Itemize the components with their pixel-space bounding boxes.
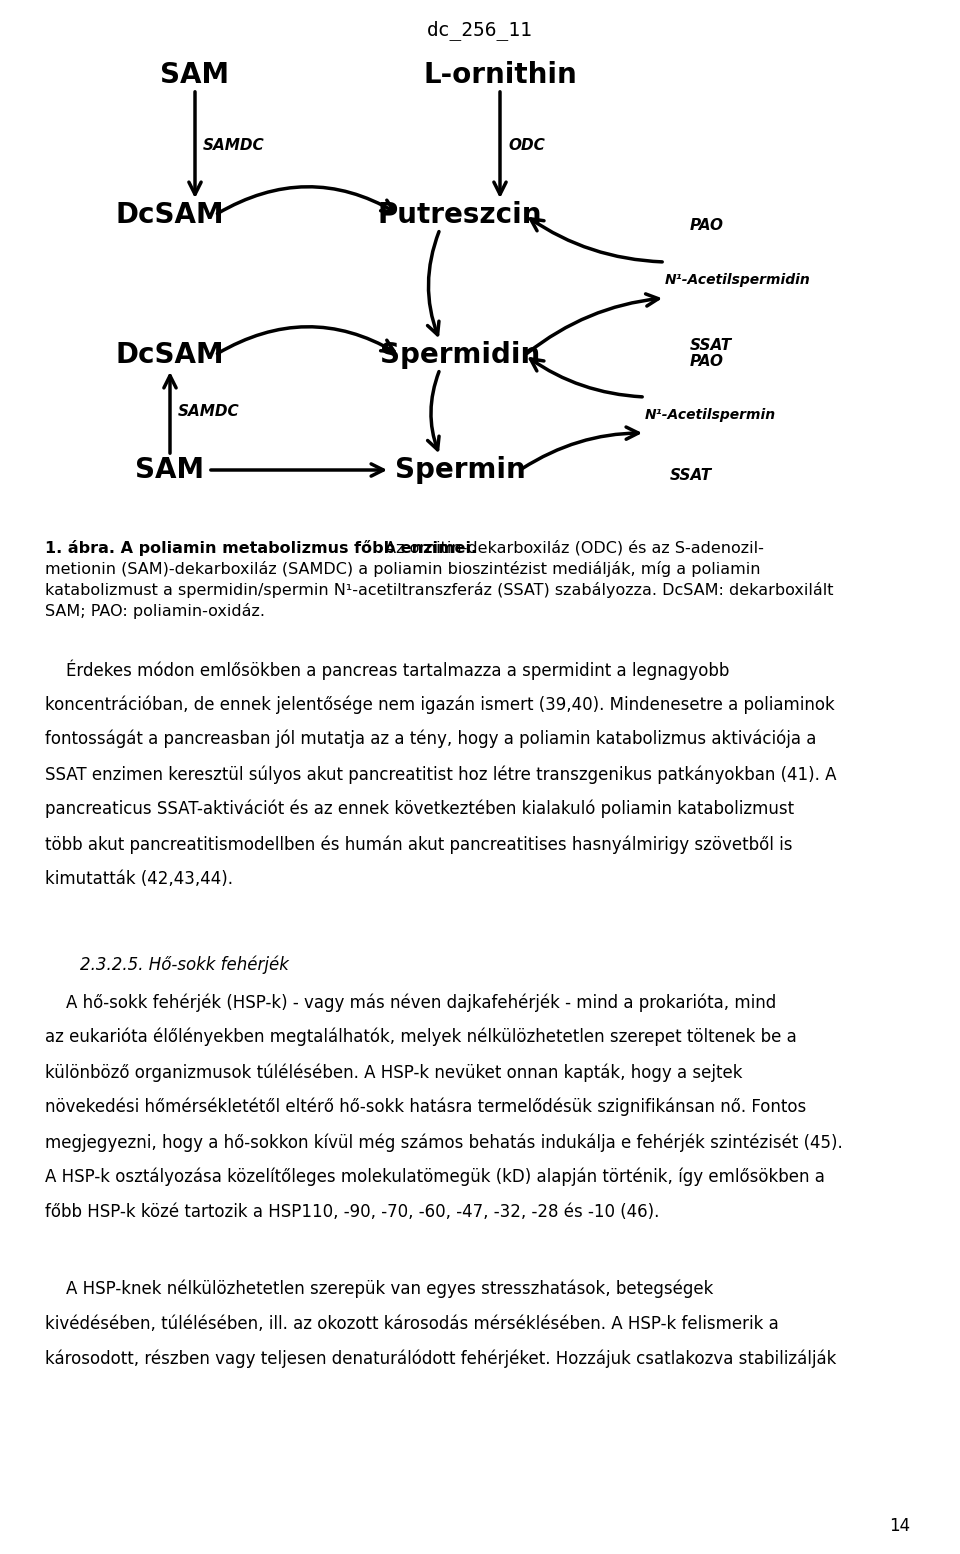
FancyArrowPatch shape [531, 359, 642, 396]
Text: SSAT: SSAT [690, 337, 732, 353]
Text: SAM: SAM [135, 455, 204, 483]
Text: Az ornitin-dekarboxiláz (ODC) és az S-adenozil-: Az ornitin-dekarboxiláz (ODC) és az S-ad… [380, 539, 764, 555]
Text: főbb HSP-k közé tartozik a HSP110, -90, -70, -60, -47, -32, -28 és -10 (46).: főbb HSP-k közé tartozik a HSP110, -90, … [45, 1203, 660, 1221]
FancyArrowPatch shape [527, 294, 659, 353]
Text: L-ornithin: L-ornithin [423, 61, 577, 89]
FancyArrowPatch shape [427, 232, 439, 334]
Text: DcSAM: DcSAM [116, 340, 225, 368]
Text: N¹-Acetilspermin: N¹-Acetilspermin [645, 409, 776, 423]
Text: SAM: SAM [160, 61, 229, 89]
Text: metionin (SAM)-dekarboxiláz (SAMDC) a poliamin bioszintézist mediálják, míg a po: metionin (SAM)-dekarboxiláz (SAMDC) a po… [45, 561, 760, 577]
Text: katabolizmust a spermidin/spermin N¹-acetiltranszferáz (SSAT) szabályozza. DcSAM: katabolizmust a spermidin/spermin N¹-ace… [45, 583, 833, 598]
Text: SAMDC: SAMDC [178, 404, 240, 420]
Text: kimutatták (42,43,44).: kimutatták (42,43,44). [45, 870, 233, 887]
Text: pancreaticus SSAT-aktivációt és az ennek következtében kialakuló poliamin katabo: pancreaticus SSAT-aktivációt és az ennek… [45, 800, 794, 819]
Text: A hő-sokk fehérjék (HSP-k) - vagy más néven dajkafehérjék - mind a prokarióta, m: A hő-sokk fehérjék (HSP-k) - vagy más né… [45, 993, 777, 1012]
Text: 2.3.2.5. Hő-sokk fehérjék: 2.3.2.5. Hő-sokk fehérjék [80, 956, 289, 973]
Text: A HSP-knek nélkülözhetetlen szerepük van egyes stresszhatások, betegségek: A HSP-knek nélkülözhetetlen szerepük van… [45, 1280, 713, 1299]
Text: 1. ábra. A poliamin metabolizmus főbb enzimei.: 1. ábra. A poliamin metabolizmus főbb en… [45, 539, 477, 556]
Text: PAO: PAO [690, 354, 724, 370]
Text: fontosságát a pancreasban jól mutatja az a tény, hogy a poliamin katabolizmus ak: fontosságát a pancreasban jól mutatja az… [45, 730, 816, 749]
Text: PAO: PAO [690, 218, 724, 233]
Text: Putreszcin: Putreszcin [377, 200, 542, 228]
Text: több akut pancreatitismodellben és humán akut pancreatitises hasnyálmirigy szöve: több akut pancreatitismodellben és humán… [45, 834, 793, 853]
Text: Érdekes módon emlősökben a pancreas tartalmazza a spermidint a legnagyobb: Érdekes módon emlősökben a pancreas tart… [45, 660, 730, 681]
FancyArrowPatch shape [531, 219, 662, 263]
Text: ODC: ODC [508, 137, 545, 152]
FancyArrowPatch shape [522, 427, 638, 468]
Text: az eukarióta élőlényekben megtalálhatók, melyek nélkülözhetetlen szerepet tölten: az eukarióta élőlényekben megtalálhatók,… [45, 1029, 797, 1046]
Text: SAM; PAO: poliamin-oxidáz.: SAM; PAO: poliamin-oxidáz. [45, 603, 265, 618]
Text: SAMDC: SAMDC [203, 137, 265, 152]
Text: megjegyezni, hogy a hő-sokkon kívül még számos behatás indukálja e fehérjék szin: megjegyezni, hogy a hő-sokkon kívül még … [45, 1133, 843, 1152]
Text: SSAT enzimen keresztül súlyos akut pancreatitist hoz létre transzgenikus patkány: SSAT enzimen keresztül súlyos akut pancr… [45, 765, 836, 783]
Text: DcSAM: DcSAM [116, 200, 225, 228]
Text: különböző organizmusok túlélésében. A HSP-k nevüket onnan kapták, hogy a sejtek: különböző organizmusok túlélésében. A HS… [45, 1063, 742, 1082]
FancyArrowPatch shape [217, 186, 395, 213]
Text: N¹-Acetilspermidin: N¹-Acetilspermidin [665, 274, 811, 287]
Text: koncentrációban, de ennek jelentősége nem igazán ismert (39,40). Mindenesetre a : koncentrációban, de ennek jelentősége ne… [45, 695, 835, 713]
Text: 14: 14 [889, 1517, 910, 1535]
Text: SSAT: SSAT [670, 468, 712, 482]
Text: Spermidin: Spermidin [380, 340, 540, 368]
Text: Spermin: Spermin [395, 455, 525, 483]
FancyArrowPatch shape [217, 326, 395, 354]
Text: A HSP-k osztályozása közelítőleges molekulatömegük (kD) alapján történik, így em: A HSP-k osztályozása közelítőleges molek… [45, 1169, 825, 1187]
Text: kivédésében, túlélésében, ill. az okozott károsodás mérséklésében. A HSP-k felis: kivédésében, túlélésében, ill. az okozot… [45, 1315, 779, 1333]
FancyArrowPatch shape [427, 371, 439, 449]
Text: dc_256_11: dc_256_11 [427, 20, 533, 40]
Text: károsodott, részben vagy teljesen denaturálódott fehérjéket. Hozzájuk csatlakozv: károsodott, részben vagy teljesen denatu… [45, 1350, 836, 1369]
Text: növekedési hőmérsékletétől eltérő hő-sokk hatásra termelődésük szignifikánsan nő: növekedési hőmérsékletétől eltérő hő-sok… [45, 1099, 806, 1116]
